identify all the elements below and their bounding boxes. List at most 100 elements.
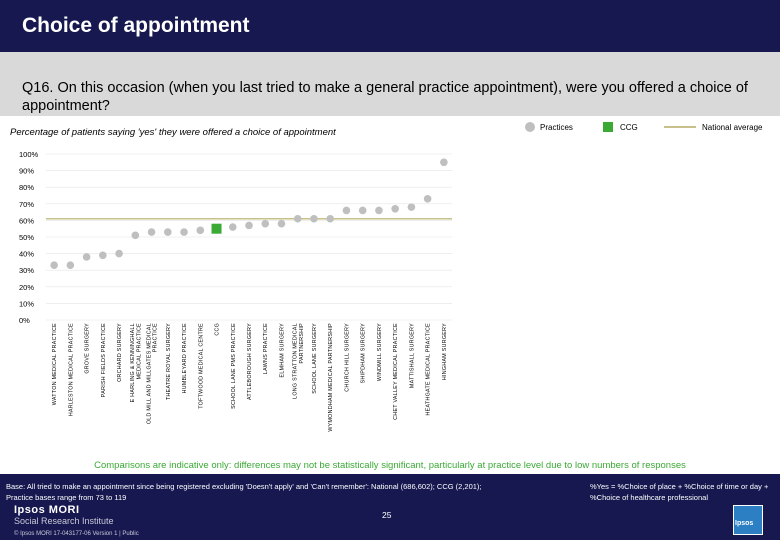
y-tick-label: 20% — [19, 283, 34, 292]
legend-practice-marker — [525, 122, 535, 132]
x-tick-label-group: CHET VALLEY MEDICAL PRACTICE — [393, 323, 399, 420]
x-tick-label-group: SCHOOL LANE SURGERY — [312, 323, 318, 394]
x-tick-label: ORCHARD SURGERY — [117, 323, 123, 382]
y-tick-label: 60% — [19, 216, 34, 225]
x-tick-label: CHURCH HILL SURGERY — [344, 323, 350, 392]
x-tick-label: CHET VALLEY MEDICAL PRACTICE — [393, 323, 399, 420]
x-tick-label: WINDMILL SURGERY — [377, 323, 383, 381]
practice-point — [293, 214, 302, 223]
practice-point — [66, 261, 75, 270]
x-tick-label-group: HEATHGATE MEDICAL PRACTICE — [426, 323, 432, 416]
x-tick-label-group: ATTLEBOROUGH SURGERY — [247, 323, 253, 400]
x-tick-label-group: WATTON MEDICAL PRACTICE — [52, 323, 58, 405]
x-tick-label: SHIPDHAM SURGERY — [361, 323, 367, 383]
x-tick-label: OLD MILL AND MILLGATES MEDICALPRACTICE — [146, 323, 158, 424]
x-tick-label: SCHOOL LANE PMS PRACTICE — [231, 323, 237, 409]
x-tick-label: MATTISHALL SURGERY — [409, 323, 415, 388]
x-tick-label: SCHOOL LANE SURGERY — [312, 323, 318, 394]
practice-point — [326, 214, 335, 223]
practice-point — [82, 253, 91, 261]
practice-point — [407, 203, 416, 211]
x-tick-label-group: ORCHARD SURGERY — [117, 323, 123, 382]
logo-text: Ipsos — [735, 520, 754, 527]
brand-reference: © Ipsos MORI 17-043177-06 Version 1 | Pu… — [14, 531, 139, 537]
brand-unit: Social Research Institute — [14, 516, 114, 526]
practice-point — [440, 158, 448, 167]
legend-national-label: National average — [702, 123, 763, 132]
x-tick-label-group: THEATRE ROYAL SURGERY — [166, 323, 172, 400]
x-tick-label-group: LAWNS PRACTICE — [263, 323, 269, 374]
ipsos-logo: Ipsos — [733, 505, 763, 535]
x-tick-label-group: SCHOOL LANE PMS PRACTICE — [231, 323, 237, 409]
x-tick-label: ATTLEBOROUGH SURGERY — [247, 323, 253, 400]
y-tick-label: 10% — [19, 299, 34, 308]
title-bar: Choice of appointment — [0, 0, 780, 52]
x-tick-label: ELMHAM SURGERY — [279, 323, 285, 378]
footer-bar — [0, 474, 780, 540]
chart-subtitle: Percentage of patients saying 'yes' they… — [10, 127, 336, 138]
y-tick-label: 80% — [19, 183, 34, 192]
x-tick-label-group: LONG STRATTON MEDICALPARTNERSHIP — [293, 323, 305, 399]
x-tick-label: LAWNS PRACTICE — [263, 323, 269, 374]
practice-point — [375, 206, 383, 215]
x-tick-label-group: MATTISHALL SURGERY — [409, 323, 415, 388]
practice-point — [342, 206, 351, 215]
gridlines — [46, 153, 452, 321]
y-tick-label: 50% — [19, 233, 34, 242]
practice-point — [50, 261, 58, 270]
y-tick-label: 90% — [19, 167, 34, 176]
x-tick-label: HEATHGATE MEDICAL PRACTICE — [426, 323, 432, 416]
x-tick-label-group: TOFTWOOD MEDICAL CENTRE — [198, 323, 204, 409]
x-tick-label-group: WYMONDHAM MEDICAL PARTNERSHIP — [328, 323, 334, 432]
comparisons-note: Comparisons are indicative only: differe… — [94, 460, 686, 471]
data-marks — [50, 158, 448, 270]
x-tick-label: HARLESTON MEDICAL PRACTICE — [68, 323, 74, 416]
practice-point — [99, 251, 107, 260]
legend-ccg-marker — [603, 122, 613, 132]
ccg-marker — [211, 223, 222, 234]
practice-point — [196, 226, 205, 235]
x-tick-label-group: HINGHAM SURGERY — [442, 323, 448, 380]
x-tick-label: TOFTWOOD MEDICAL CENTRE — [198, 323, 204, 409]
practice-point — [180, 228, 188, 236]
practice-point — [228, 223, 237, 231]
scatter-chart: 0% 10% 20% 30% 40% 50% 60% 70% 80% 90% 100% WATTON… — [19, 150, 452, 432]
y-tick-label: 30% — [19, 266, 34, 275]
x-tick-label-group: SHIPDHAM SURGERY — [361, 323, 367, 383]
legend-practices-label: Practices — [540, 123, 573, 132]
practice-point — [358, 206, 367, 215]
legend-ccg-label: CCG — [620, 123, 638, 132]
y-axis: 0% 10% 20% 30% 40% 50% 60% 70% 80% 90% 100% — [19, 150, 39, 325]
practice-point — [391, 204, 399, 213]
x-tick-label: LONG STRATTON MEDICALPARTNERSHIP — [293, 323, 305, 399]
x-tick-label: CCG — [215, 323, 221, 336]
x-axis-labels: WATTON MEDICAL PRACTICE HARLESTON MEDICAL… — [52, 323, 448, 432]
x-tick-label-group: PARISH FIELDS PRACTICE — [101, 323, 107, 397]
x-tick-label: HINGHAM SURGERY — [442, 323, 448, 380]
practice-point — [147, 228, 156, 236]
x-tick-label: GROVE SURGERY — [85, 323, 91, 374]
x-tick-label-group: CCG — [215, 323, 221, 336]
brand-name: Ipsos MORI — [14, 504, 80, 516]
page-number: 25 — [382, 510, 392, 520]
y-tick-label: 70% — [19, 200, 34, 209]
y-tick-label: 100% — [19, 150, 39, 159]
page-title: Choice of appointment — [22, 14, 250, 37]
x-tick-label: HUMBLEYARD PRACTICE — [182, 323, 188, 394]
x-tick-label-group: HARLESTON MEDICAL PRACTICE — [68, 323, 74, 416]
x-tick-label-group: OLD MILL AND MILLGATES MEDICALPRACTICE — [146, 323, 158, 424]
x-tick-label-group: GROVE SURGERY — [85, 323, 91, 374]
y-tick-label: 40% — [19, 250, 34, 259]
x-tick-label: WATTON MEDICAL PRACTICE — [52, 323, 58, 405]
x-tick-label-group: WINDMILL SURGERY — [377, 323, 383, 381]
practice-point — [131, 231, 140, 240]
practice-point — [310, 214, 318, 223]
x-tick-label-group: CHURCH HILL SURGERY — [344, 323, 350, 392]
practice-point — [423, 195, 432, 203]
question-text: Q16. On this occasion (when you last tri… — [22, 80, 748, 114]
question-band — [0, 52, 780, 116]
x-tick-label-group: ELMHAM SURGERY — [279, 323, 285, 378]
x-tick-label: E HARLING & KENNINGHALLMEDICAL PRACTICE — [130, 323, 142, 402]
practice-point — [277, 219, 286, 228]
brand-block: Ipsos MORI Social Research Institute © I… — [14, 504, 139, 537]
